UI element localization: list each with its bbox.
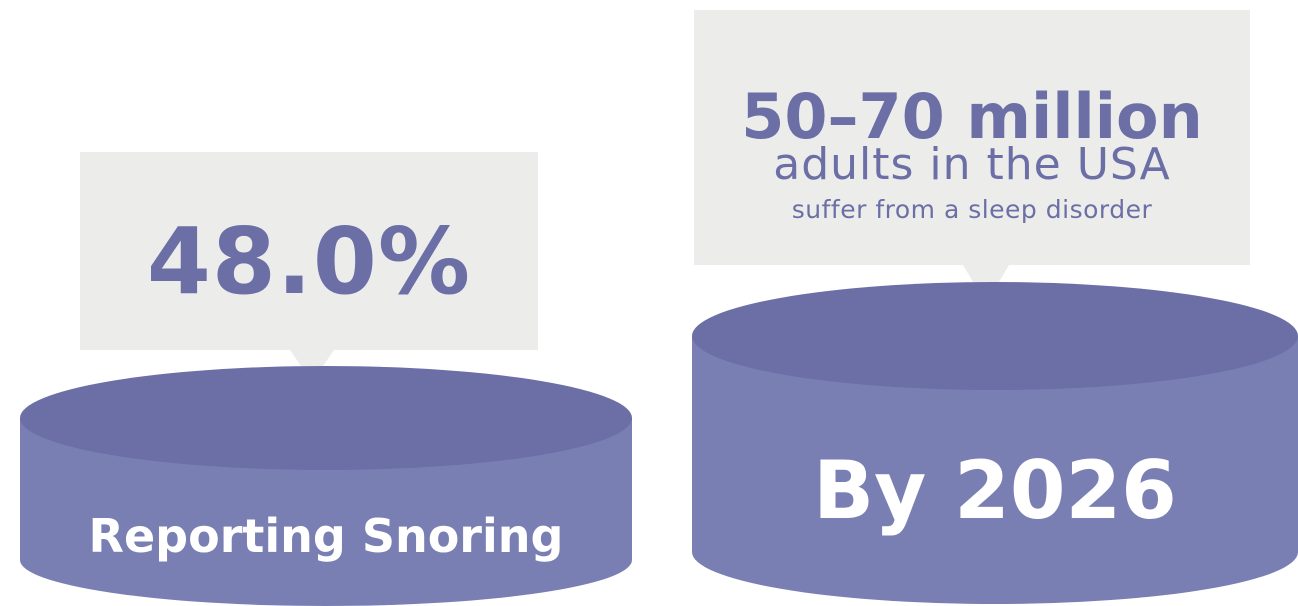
left-stat-value: 48.0% — [146, 208, 472, 315]
left-cylinder-top — [20, 366, 632, 470]
right-callout-box — [694, 10, 1250, 265]
right-stat-subtitle: adults in the USA — [773, 139, 1171, 190]
right-cylinder-top — [692, 282, 1298, 390]
right-stat-description: suffer from a sleep disorder — [791, 195, 1153, 224]
left-callout-pointer — [290, 350, 334, 382]
left-cylinder-side — [20, 418, 632, 606]
right-caption: By 2026 — [813, 444, 1177, 537]
right-cylinder-side — [692, 336, 1298, 604]
left-callout-box — [80, 152, 538, 350]
right-stat-value: 50–70 million — [741, 80, 1203, 153]
right-cylinder — [692, 282, 1298, 604]
left-cylinder — [20, 366, 632, 606]
left-caption: Reporting Snoring — [88, 509, 564, 563]
